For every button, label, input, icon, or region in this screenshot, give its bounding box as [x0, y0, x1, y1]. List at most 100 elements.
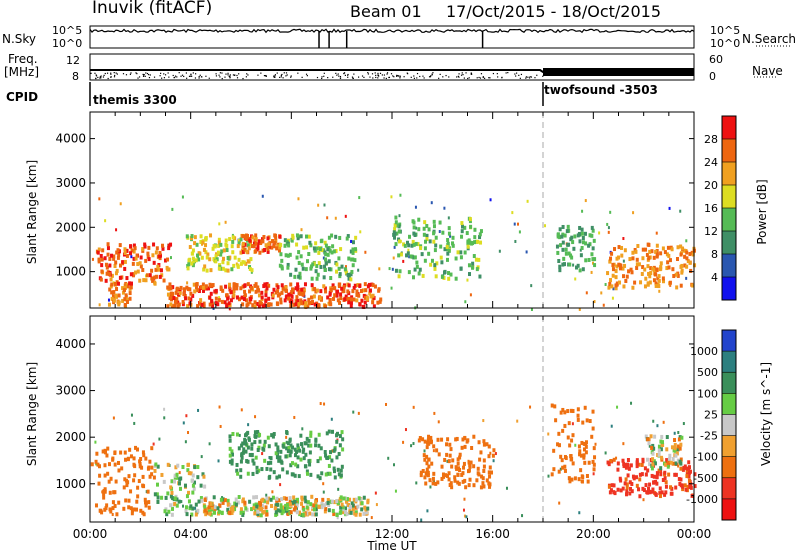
echo-cell — [300, 262, 304, 267]
echo-cell — [209, 501, 213, 506]
echo-cell — [260, 503, 264, 508]
echo-cell — [132, 256, 136, 261]
echo-cell — [674, 272, 678, 277]
echo-cell — [223, 300, 227, 305]
echo-cell — [418, 436, 422, 441]
echo-cell — [112, 256, 116, 261]
echo-cell — [172, 296, 176, 301]
echo-cell — [307, 251, 311, 256]
nave-dot — [352, 77, 354, 79]
echo-cell — [288, 453, 292, 458]
echo-cell — [675, 285, 679, 290]
echo-cell — [357, 496, 361, 501]
echo-cell — [121, 290, 125, 295]
echo-cell — [242, 297, 246, 302]
echo-cell — [652, 419, 655, 423]
echo-cell — [446, 242, 450, 247]
echo-cell — [591, 257, 595, 262]
echo-cell — [184, 505, 188, 510]
echo-cell — [327, 502, 331, 507]
echo-cell — [333, 475, 337, 480]
echo-cell — [175, 475, 179, 480]
echo-cell — [130, 413, 133, 417]
echo-cell — [659, 447, 663, 452]
echo-cell — [97, 257, 101, 262]
nave-dot — [442, 76, 444, 78]
echo-cell — [150, 268, 154, 273]
echo-cell — [432, 449, 435, 453]
echo-cell — [561, 428, 565, 433]
echo-cell — [669, 485, 673, 490]
echo-cell — [297, 291, 301, 296]
echo-cell — [668, 453, 672, 458]
echo-cell — [556, 234, 560, 239]
echo-cell — [123, 285, 127, 290]
echo-cell — [253, 300, 257, 305]
echo-cell — [275, 246, 279, 251]
echo-cell — [197, 251, 201, 256]
echo-cell — [445, 473, 449, 478]
echo-cell — [365, 510, 369, 515]
echo-cell — [447, 231, 451, 236]
echo-cell — [682, 248, 686, 253]
echo-cell — [285, 470, 289, 475]
velocity-ylabel: Slant Range [km] — [25, 362, 39, 466]
echo-cell — [167, 246, 171, 251]
echo-cell — [477, 440, 481, 445]
echo-cell — [326, 498, 330, 503]
echo-cell — [230, 461, 234, 466]
nave-dot — [146, 72, 149, 75]
echo-cell — [271, 239, 275, 244]
nave-dot — [431, 73, 433, 75]
echo-cell — [315, 264, 319, 269]
echo-cell — [465, 515, 468, 519]
echo-cell — [434, 481, 438, 486]
echo-cell — [304, 267, 308, 272]
echo-cell — [651, 487, 655, 492]
echo-cell — [679, 457, 683, 462]
nave-dot — [515, 75, 517, 77]
nave-dot — [99, 76, 101, 78]
echo-cell — [190, 261, 194, 266]
echo-cell — [184, 440, 187, 444]
nave-dot — [344, 74, 346, 76]
echo-cell — [466, 469, 470, 474]
echo-cell — [425, 237, 429, 242]
echo-cell — [330, 499, 334, 504]
echo-cell — [138, 261, 142, 266]
echo-cell — [228, 446, 232, 451]
echo-cell — [245, 249, 249, 254]
echo-cell — [209, 233, 213, 238]
echo-cell — [622, 442, 625, 446]
echo-cell — [344, 294, 348, 299]
echo-cell — [163, 509, 167, 514]
echo-cell — [327, 463, 331, 468]
echo-cell — [152, 442, 155, 446]
echo-cell — [117, 293, 121, 298]
echo-cell — [556, 442, 560, 447]
echo-cell — [243, 439, 247, 444]
echo-cell — [185, 414, 188, 418]
echo-cell — [581, 240, 585, 245]
echo-cell — [431, 481, 435, 486]
echo-cell — [254, 455, 258, 460]
echo-cell — [447, 471, 451, 476]
echo-cell — [123, 266, 127, 271]
echo-cell — [108, 263, 112, 268]
echo-cell — [106, 242, 110, 247]
nave-dot — [285, 75, 287, 77]
echo-cell — [563, 454, 567, 459]
echo-cell — [317, 261, 321, 266]
echo-cell — [628, 257, 632, 262]
echo-cell — [553, 404, 557, 409]
echo-cell — [248, 266, 252, 271]
echo-cell — [572, 246, 576, 251]
echo-cell — [656, 276, 660, 281]
y-tick-label: 1000 — [55, 477, 86, 491]
echo-cell — [279, 297, 283, 302]
echo-cell — [414, 241, 418, 246]
echo-cell — [403, 243, 407, 248]
echo-cell — [230, 267, 234, 272]
echo-cell — [200, 302, 204, 307]
echo-cell — [212, 257, 216, 262]
